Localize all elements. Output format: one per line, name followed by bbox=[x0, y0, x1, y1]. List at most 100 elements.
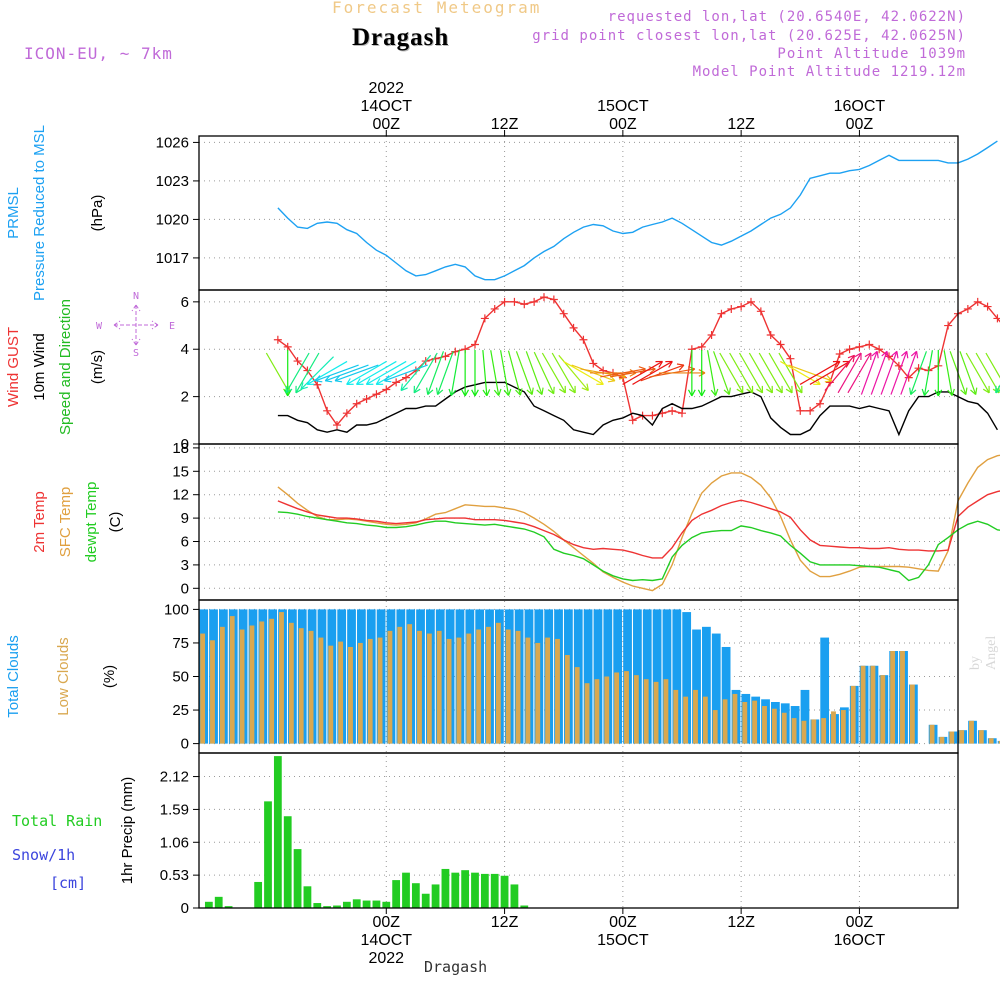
wind-arrow bbox=[788, 364, 832, 382]
gust-marker bbox=[510, 297, 519, 306]
gust-marker bbox=[855, 342, 864, 351]
gust-marker bbox=[737, 302, 746, 311]
low-cloud-bar bbox=[643, 679, 649, 744]
wind-arrow bbox=[541, 352, 566, 394]
low-cloud-bar bbox=[890, 651, 896, 744]
gust-marker bbox=[796, 406, 805, 415]
wind-arrow-head bbox=[813, 378, 821, 386]
rain-bar bbox=[500, 875, 509, 908]
wind-arrow bbox=[515, 351, 533, 395]
y-tick-label: 12 bbox=[172, 487, 189, 504]
wind-arrow-head bbox=[871, 350, 879, 359]
wind-arrow-head bbox=[285, 385, 293, 394]
gust-marker bbox=[806, 406, 815, 415]
wind-arrow-head bbox=[581, 383, 589, 392]
gust-line bbox=[277, 296, 1000, 427]
wind-arrow-head bbox=[471, 389, 479, 397]
wind-arrow-head bbox=[995, 385, 1000, 394]
gust-marker bbox=[973, 297, 982, 306]
low-cloud-bar bbox=[269, 618, 275, 744]
y-tick-label: 1020 bbox=[156, 211, 189, 228]
panel-label: 10m Wind bbox=[31, 333, 48, 401]
total-cloud-bar bbox=[800, 689, 810, 744]
wind-arrow bbox=[985, 352, 1000, 379]
wind-arrow bbox=[450, 350, 460, 396]
gust-marker bbox=[471, 340, 479, 349]
wind-arrow-head bbox=[832, 360, 841, 368]
wind-arrow-head bbox=[697, 389, 706, 397]
low-cloud-bar bbox=[742, 702, 748, 744]
panel-label: Low Clouds bbox=[55, 637, 72, 715]
low-cloud-bar bbox=[200, 633, 206, 744]
gust-marker bbox=[530, 297, 539, 306]
panel-label: Total Clouds bbox=[5, 635, 22, 718]
low-cloud-bar bbox=[870, 665, 876, 744]
low-cloud-bar bbox=[850, 685, 856, 744]
time-label-bottom: 16OCT bbox=[834, 932, 886, 949]
y-tick-label: 25 bbox=[172, 702, 189, 719]
gust-marker bbox=[628, 416, 637, 425]
time-label-top: 00Z bbox=[372, 116, 400, 133]
wind-arrow bbox=[315, 364, 359, 382]
snow-unit-label: [cm] bbox=[50, 874, 86, 892]
wind-arrow-head bbox=[785, 385, 793, 394]
panel-label: dewpt Temp bbox=[83, 482, 100, 563]
y-tick-label: 4 bbox=[181, 341, 189, 358]
rain-bar bbox=[382, 901, 391, 908]
time-label-bottom: 00Z bbox=[846, 914, 874, 931]
wind-arrow bbox=[366, 360, 407, 385]
wind-arrow bbox=[837, 352, 862, 394]
gust-marker bbox=[766, 331, 775, 340]
wind-arrow bbox=[965, 352, 990, 394]
low-cloud-bar bbox=[762, 706, 767, 744]
y-tick-label: 100 bbox=[164, 601, 189, 618]
low-cloud-bar bbox=[840, 710, 846, 744]
low-cloud-bar bbox=[515, 630, 521, 744]
gust-marker bbox=[963, 304, 972, 313]
wind-arrow-head bbox=[596, 378, 604, 386]
wind-arrow bbox=[482, 349, 488, 396]
rain-bar bbox=[441, 868, 450, 908]
low-cloud-bar bbox=[673, 689, 679, 744]
compass-north: N bbox=[133, 291, 139, 302]
gust-marker bbox=[944, 321, 953, 330]
gust-marker bbox=[549, 295, 558, 304]
gust-marker bbox=[392, 378, 401, 387]
total-cloud-bar bbox=[820, 637, 830, 744]
low-cloud-bar bbox=[929, 724, 935, 744]
panel-label: 2m Temp bbox=[31, 491, 48, 552]
wind-arrow bbox=[780, 360, 821, 385]
rain-bar bbox=[293, 849, 302, 908]
gust-marker bbox=[480, 314, 489, 323]
wind-arrow bbox=[778, 352, 803, 394]
wind-arrow bbox=[847, 352, 872, 394]
compass-rose bbox=[113, 304, 159, 346]
low-cloud-bar bbox=[791, 718, 797, 744]
rain-bar bbox=[402, 872, 410, 908]
wind-arrow-head bbox=[934, 389, 943, 397]
wind-arrow bbox=[712, 351, 730, 395]
wind-arrow-head bbox=[766, 385, 773, 394]
wind-arrow bbox=[490, 350, 500, 396]
low-cloud-bar bbox=[614, 672, 620, 744]
wind-arrow-head bbox=[982, 385, 990, 394]
wind-arrow bbox=[959, 351, 977, 395]
wind-arrow-head bbox=[355, 378, 364, 386]
gust-marker bbox=[727, 304, 736, 313]
y-tick-label: 6 bbox=[181, 534, 189, 551]
rain-bar bbox=[471, 872, 479, 908]
wind-arrow-head bbox=[383, 375, 392, 383]
low-cloud-bar bbox=[367, 638, 373, 744]
wind-arrow-head bbox=[655, 360, 664, 368]
rain-bar bbox=[421, 893, 430, 908]
wind-arrow-head bbox=[346, 378, 354, 386]
rain-bar bbox=[313, 903, 322, 908]
gust-marker bbox=[707, 331, 716, 340]
rain-bar bbox=[520, 905, 529, 908]
rain-bar bbox=[480, 873, 489, 908]
gust-marker bbox=[323, 406, 332, 415]
low-cloud-bar bbox=[693, 689, 698, 744]
low-cloud-bar bbox=[653, 681, 659, 744]
gust-marker bbox=[579, 335, 588, 344]
gust-marker bbox=[500, 297, 509, 306]
